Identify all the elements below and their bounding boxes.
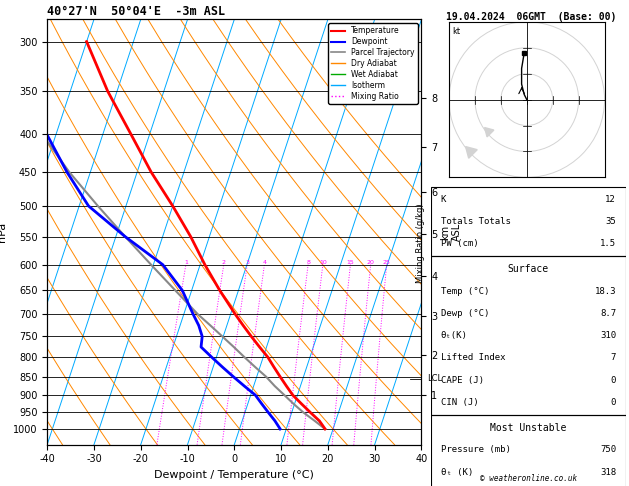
X-axis label: Dewpoint / Temperature (°C): Dewpoint / Temperature (°C)	[154, 470, 314, 480]
Text: Lifted Index: Lifted Index	[441, 353, 505, 363]
Text: K: K	[441, 195, 446, 204]
Y-axis label: km
ASL: km ASL	[440, 223, 462, 241]
Bar	[431, 257, 626, 415]
Text: 310: 310	[600, 331, 616, 340]
Text: Dewp (°C): Dewp (°C)	[441, 309, 489, 318]
Text: Surface: Surface	[508, 264, 549, 274]
Bar	[431, 187, 626, 257]
Text: Mixing Ratio (g/kg): Mixing Ratio (g/kg)	[416, 203, 425, 283]
Text: θₜ (K): θₜ (K)	[441, 468, 473, 477]
Text: 318: 318	[600, 468, 616, 477]
Text: Pressure (mb): Pressure (mb)	[441, 445, 511, 454]
Text: 2: 2	[222, 260, 226, 265]
Text: Temp (°C): Temp (°C)	[441, 287, 489, 296]
Text: 0: 0	[611, 398, 616, 407]
Text: 20: 20	[367, 260, 375, 265]
Text: Totals Totals: Totals Totals	[441, 217, 511, 226]
Text: 15: 15	[347, 260, 354, 265]
Text: 750: 750	[600, 445, 616, 454]
Text: 0: 0	[611, 376, 616, 384]
Text: © weatheronline.co.uk: © weatheronline.co.uk	[480, 474, 577, 483]
Text: Most Unstable: Most Unstable	[490, 423, 567, 433]
Text: LCL: LCL	[427, 374, 442, 383]
Text: 8.7: 8.7	[600, 309, 616, 318]
Text: 3: 3	[245, 260, 249, 265]
Text: 4: 4	[262, 260, 267, 265]
Text: 10: 10	[319, 260, 326, 265]
Text: 18.3: 18.3	[594, 287, 616, 296]
Text: 40°27'N  50°04'E  -3m ASL: 40°27'N 50°04'E -3m ASL	[47, 5, 225, 18]
Text: 25: 25	[383, 260, 391, 265]
Text: 1.5: 1.5	[600, 239, 616, 248]
Text: 1: 1	[184, 260, 188, 265]
Text: kt: kt	[452, 27, 460, 35]
Text: PW (cm): PW (cm)	[441, 239, 478, 248]
Text: 35: 35	[605, 217, 616, 226]
Y-axis label: hPa: hPa	[0, 222, 8, 242]
Bar	[431, 415, 626, 486]
Text: 12: 12	[605, 195, 616, 204]
Text: CAPE (J): CAPE (J)	[441, 376, 484, 384]
Text: CIN (J): CIN (J)	[441, 398, 478, 407]
Text: 19.04.2024  06GMT  (Base: 00): 19.04.2024 06GMT (Base: 00)	[447, 12, 616, 22]
Text: 7: 7	[611, 353, 616, 363]
Legend: Temperature, Dewpoint, Parcel Trajectory, Dry Adiabat, Wet Adiabat, Isotherm, Mi: Temperature, Dewpoint, Parcel Trajectory…	[328, 23, 418, 104]
Text: 8: 8	[306, 260, 310, 265]
Text: θₜ(K): θₜ(K)	[441, 331, 467, 340]
